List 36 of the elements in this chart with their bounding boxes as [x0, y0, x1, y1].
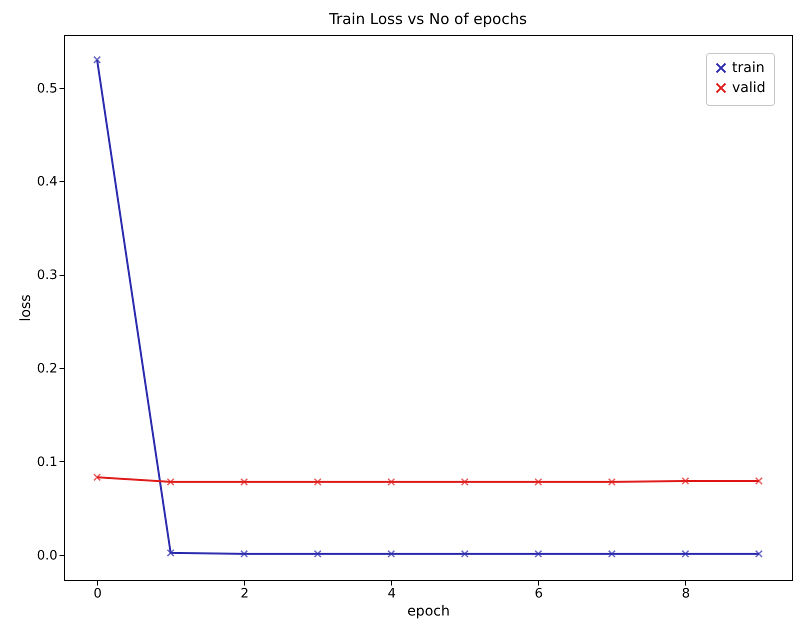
point — [534, 550, 542, 558]
point — [240, 550, 248, 558]
point — [314, 478, 322, 486]
point — [754, 477, 763, 485]
point — [387, 550, 396, 558]
y-tick-label: 0.0 — [36, 548, 58, 564]
x-tick-label: 8 — [682, 586, 690, 602]
point — [93, 56, 102, 64]
point — [387, 478, 396, 486]
y-axis-title: loss — [18, 294, 34, 322]
point — [460, 478, 469, 486]
x-tick-label: 2 — [240, 586, 249, 602]
y-tick-label: 0.1 — [36, 454, 58, 470]
x-tick-label: 6 — [534, 586, 543, 602]
x-axis-title: epoch — [407, 604, 450, 620]
point — [314, 550, 322, 558]
y-tick-label: 0.5 — [36, 81, 58, 96]
y-tick-label: 0.4 — [36, 174, 58, 190]
point — [754, 550, 763, 558]
y-tick-label: 0.3 — [36, 268, 58, 284]
x-tick-label: 4 — [388, 586, 396, 602]
point — [681, 477, 690, 485]
point — [240, 478, 248, 486]
y-tick-label: 0.2 — [36, 361, 58, 376]
point — [166, 478, 175, 486]
point — [534, 478, 542, 486]
point — [93, 473, 102, 482]
chart-title: Train Loss vs No of epochs — [328, 10, 528, 28]
point — [460, 550, 469, 558]
point — [166, 549, 175, 557]
legend-label: valid — [732, 80, 766, 96]
point — [608, 478, 616, 486]
legend-label: train — [732, 60, 765, 76]
x-tick-label: 0 — [93, 586, 102, 602]
point — [608, 550, 616, 558]
point — [681, 550, 690, 558]
